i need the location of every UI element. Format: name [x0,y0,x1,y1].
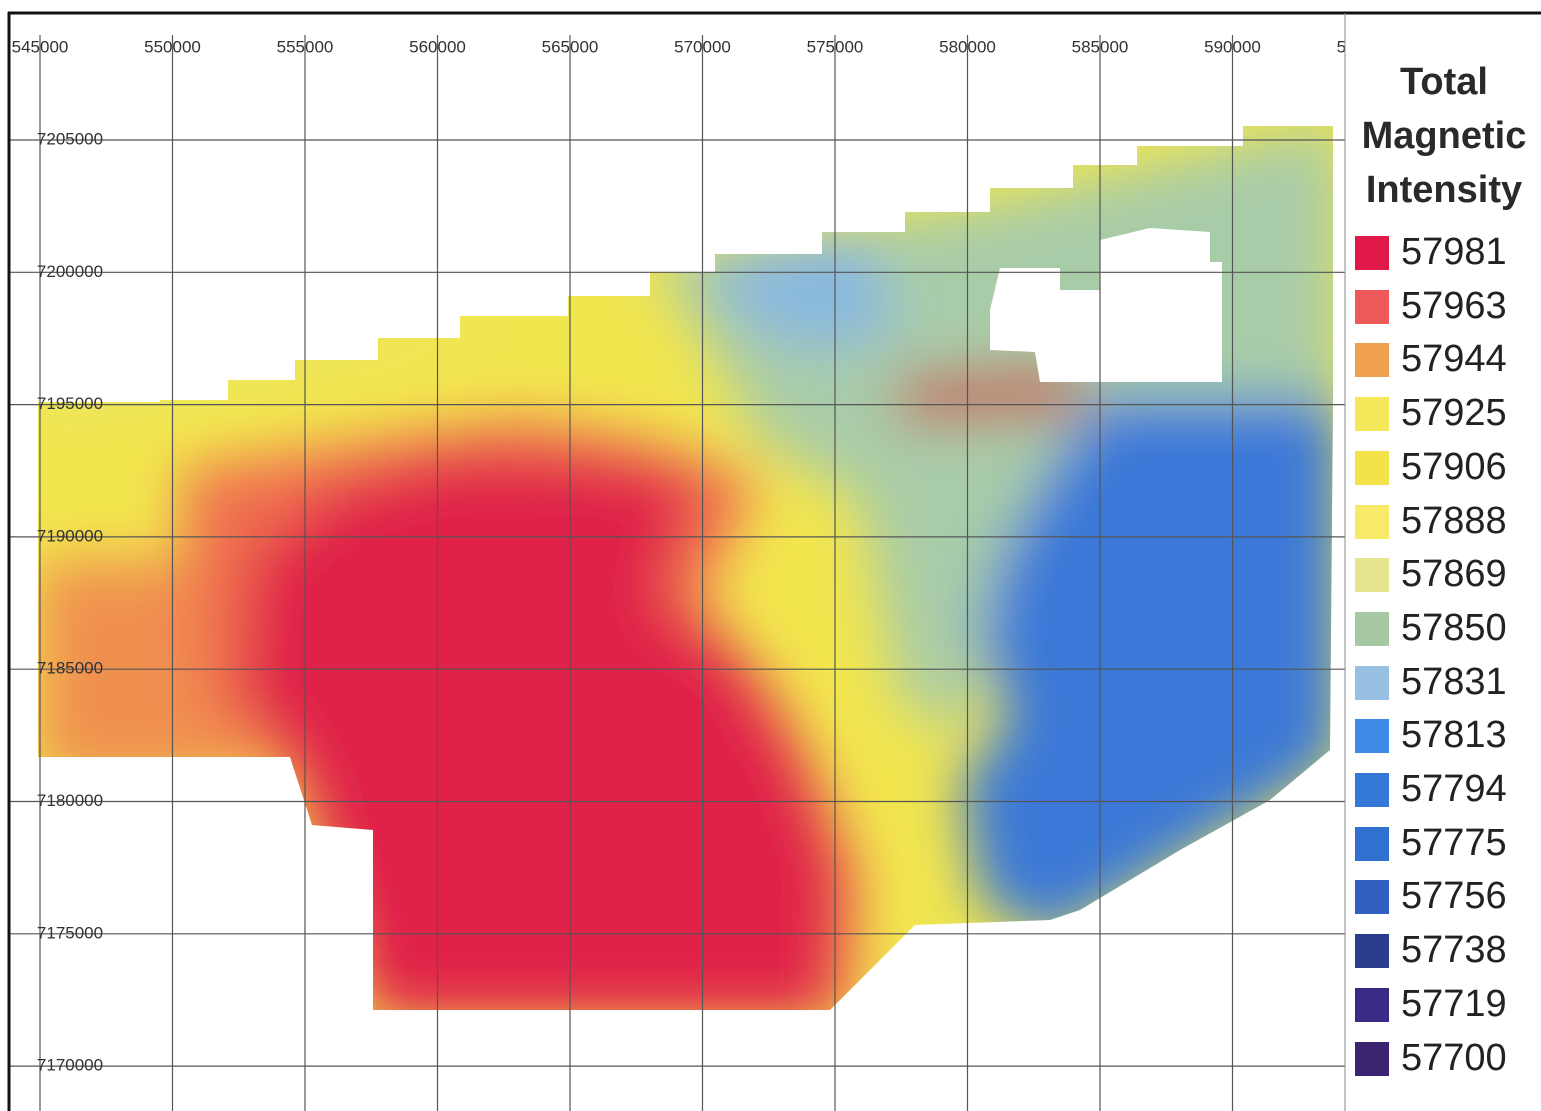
legend-label: 57850 [1401,607,1507,650]
legend-label: 57869 [1401,553,1507,596]
legend-title: Total Magnetic Intensity [1347,55,1541,217]
legend-label: 57775 [1401,822,1507,865]
x-tick-label: 560000 [409,37,466,56]
y-tick-label: 7185000 [37,659,103,678]
x-tick-label: 565000 [542,37,599,56]
x-tick-label: 580000 [939,37,996,56]
legend-label: 57719 [1401,983,1507,1026]
legend-label: 57794 [1401,768,1507,811]
legend-label: 57756 [1401,875,1507,918]
map-page: 545000 550000 555000 560000 565000 570000 5750… [0,0,1541,1111]
survey-area [0,0,1400,1111]
legend-swatch [1355,505,1389,539]
x-tick-label: 575000 [807,37,864,56]
legend-swatch [1355,343,1389,377]
legend-label: 57925 [1401,392,1507,435]
x-tick-label: 590000 [1204,37,1261,56]
y-tick-label: 7190000 [37,526,103,545]
legend-swatch [1355,719,1389,753]
legend-swatch [1355,397,1389,431]
x-tick-label: 570000 [674,37,731,56]
x-tick-label: 550000 [144,37,201,56]
y-tick-label: 7170000 [37,1056,103,1075]
legend-label: 57738 [1401,929,1507,972]
x-tick-label: 585000 [1072,37,1129,56]
legend-label: 57906 [1401,446,1507,489]
legend-label: 57944 [1401,338,1507,381]
legend-swatch [1355,880,1389,914]
legend-swatch [1355,451,1389,485]
legend-swatch [1355,988,1389,1022]
legend-swatch [1355,666,1389,700]
legend-label: 57700 [1401,1037,1507,1080]
legend-label: 57981 [1401,231,1507,274]
y-tick-label: 7180000 [37,791,103,810]
map: 545000 550000 555000 560000 565000 570000 5750… [0,0,1541,1111]
legend: Total Magnetic Intensity 57981 57963 57944… [1347,55,1541,1111]
y-tick-label: 7200000 [37,262,103,281]
legend-swatch [1355,558,1389,592]
legend-swatch [1355,612,1389,646]
legend-label: 57813 [1401,714,1507,757]
legend-label: 57888 [1401,500,1507,543]
x-tick-label: 545000 [12,37,69,56]
y-tick-label: 7195000 [37,394,103,413]
legend-swatch [1355,236,1389,270]
y-tick-label: 7205000 [37,129,103,148]
legend-swatch [1355,773,1389,807]
legend-label: 57831 [1401,661,1507,704]
legend-label: 57963 [1401,285,1507,328]
legend-swatch [1355,290,1389,324]
legend-swatch [1355,934,1389,968]
y-tick-label: 7175000 [37,923,103,942]
x-tick-label: 555000 [277,37,334,56]
legend-swatch [1355,827,1389,861]
legend-swatch [1355,1042,1389,1076]
